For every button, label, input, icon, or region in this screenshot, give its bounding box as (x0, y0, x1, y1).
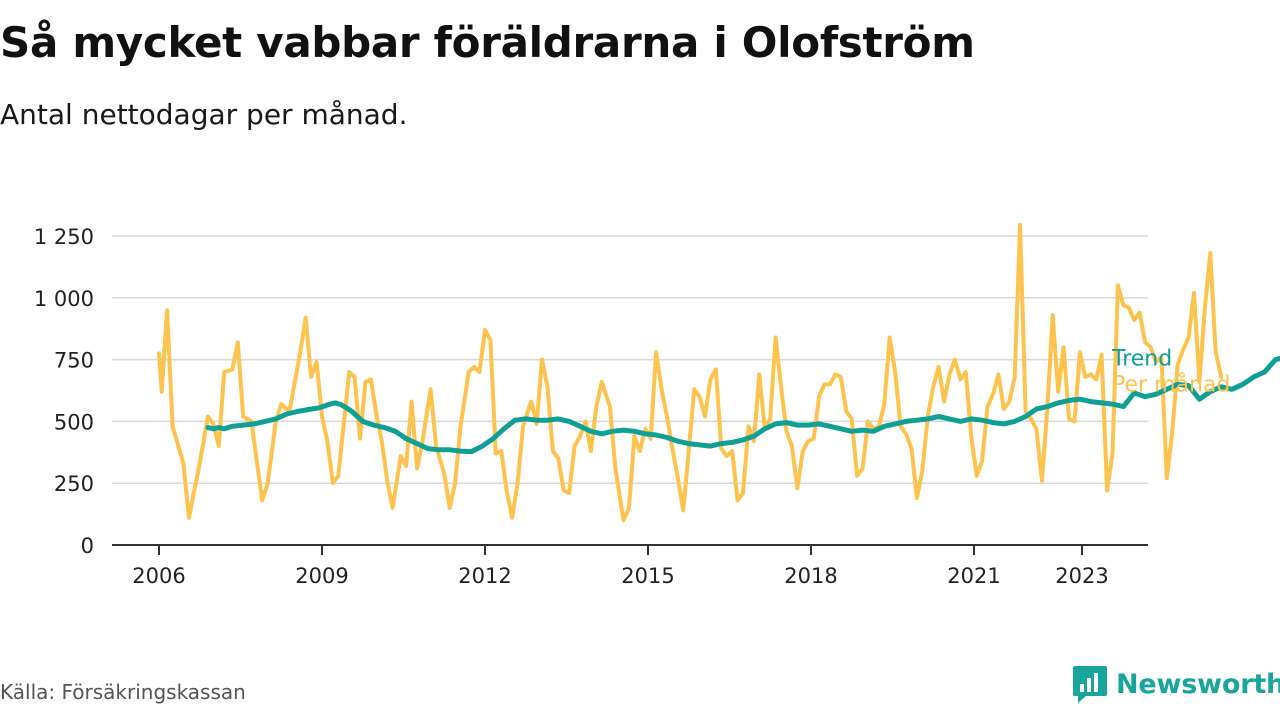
x-tick-label: 2023 (1055, 564, 1108, 588)
x-axis: 2006 2009 2012 2015 2018 2021 2023 (112, 544, 1148, 588)
y-tick-label: 0 (81, 534, 94, 558)
brand-logo[interactable]: Newsworthy (1072, 664, 1280, 704)
y-tick-label: 750 (54, 349, 94, 373)
series-line-per-manad (157, 222, 1224, 523)
x-tick-label: 2009 (295, 564, 348, 588)
bar-chart-icon (1073, 666, 1107, 703)
series-lines (157, 222, 1280, 523)
legend-label-per-manad: Per månad (1112, 372, 1230, 398)
x-tick-label: 2015 (621, 564, 674, 588)
brand-name: Newsworthy (1116, 668, 1280, 700)
chart-subtitle: Antal nettodagar per månad. (0, 98, 408, 131)
series-line-trend (205, 355, 1280, 455)
y-tick-label: 500 (54, 410, 94, 434)
x-tick-label: 2018 (784, 564, 837, 588)
chart-title: Så mycket vabbar föräldrarna i Olofström (0, 18, 975, 67)
y-tick-label: 250 (54, 472, 94, 496)
source-note: Källa: Försäkringskassan (0, 680, 246, 704)
legend-label-trend: Trend (1111, 347, 1172, 372)
x-tick-label: 2006 (132, 564, 185, 588)
gridlines (112, 235, 1148, 484)
x-tick-label: 2021 (947, 564, 1000, 588)
y-tick-label: 1 000 (34, 287, 94, 311)
x-tick-label: 2012 (458, 564, 511, 588)
y-tick-label: 1 250 (34, 225, 94, 249)
y-axis-ticks: 0 250 500 750 1 000 1 250 (34, 225, 94, 558)
